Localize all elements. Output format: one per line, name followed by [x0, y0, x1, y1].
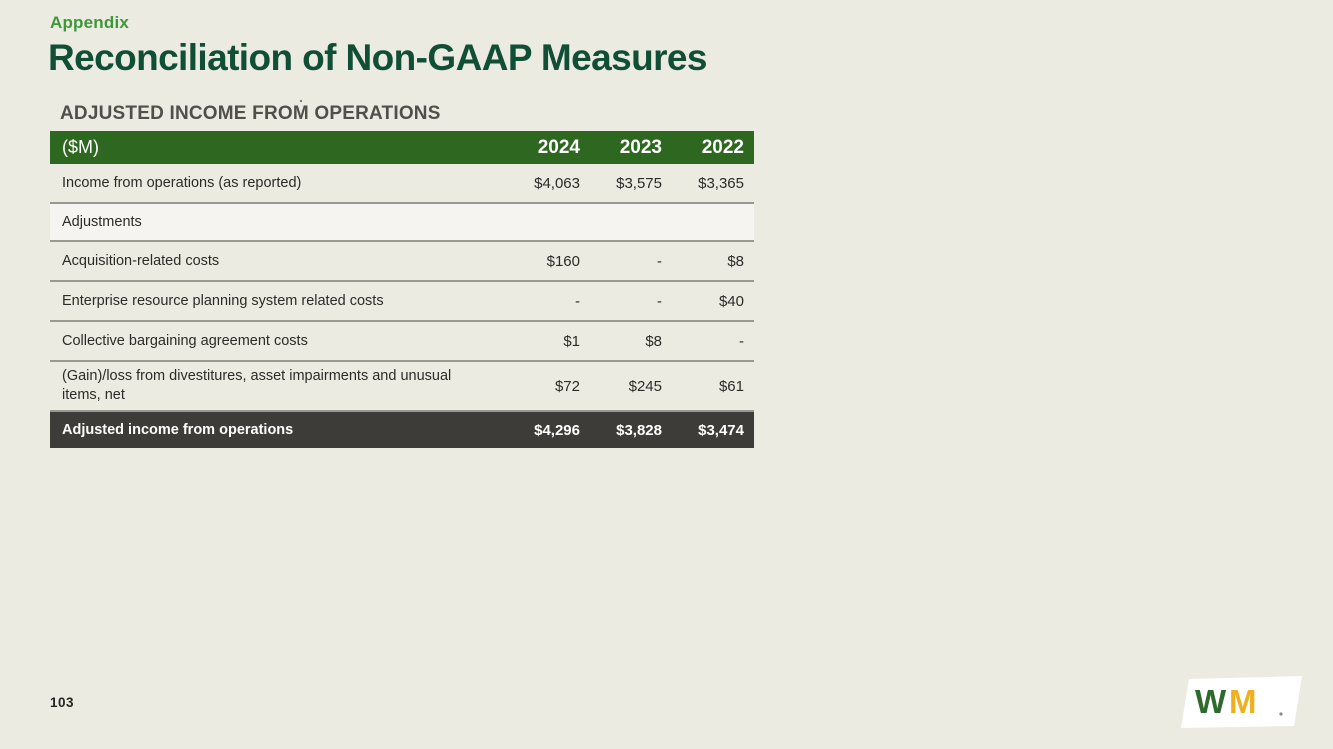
table-body: Income from operations (as reported) $4,0…	[50, 164, 754, 449]
row-label: Acquisition-related costs	[62, 252, 220, 269]
row-label: Collective bargaining agreement costs	[62, 332, 308, 349]
cell-2023: $3,828	[616, 421, 662, 439]
cell-2022: $8	[727, 252, 744, 270]
logo-trademark-dot	[1279, 712, 1283, 716]
reconciliation-table: ($M) 2024 2023 2022 Income from operatio…	[50, 131, 754, 449]
cell-2023: $3,575	[616, 174, 662, 192]
table-row: Collective bargaining agreement costs $1 $…	[50, 322, 754, 363]
cell-2022: $3,474	[698, 421, 744, 439]
cell-2024: $4,063	[534, 174, 580, 192]
logo-letter-m: M	[1229, 683, 1257, 720]
table-row: (Gain)/loss from divestitures, asset imp…	[50, 362, 754, 413]
cell-2022: -	[739, 332, 744, 350]
table-row: Income from operations (as reported) $4,0…	[50, 164, 754, 205]
column-header-2024: 2024	[537, 136, 580, 158]
table-row: Adjustments	[50, 204, 754, 243]
table-header-row: ($M) 2024 2023 2022	[50, 131, 754, 165]
row-label: Adjustments	[62, 213, 142, 230]
table-row: Enterprise resource planning system rela…	[50, 282, 754, 323]
appendix-label: Appendix	[50, 13, 130, 32]
row-label: Adjusted income from operations	[62, 421, 294, 438]
row-label: Income from operations (as reported)	[62, 174, 302, 191]
cell-2023: $245	[628, 377, 662, 395]
cell-2024: $72	[554, 377, 580, 395]
table-row: Acquisition-related costs $160 - $8	[50, 242, 754, 283]
cell-2023: $8	[645, 332, 662, 350]
row-label: Enterprise resource planning system rela…	[62, 292, 384, 309]
table-section-title: ADJUSTED INCOME FROM OPERATIONS	[60, 103, 441, 124]
cell-2024: $160	[546, 252, 580, 270]
cell-2022: $40	[718, 292, 744, 310]
cell-2024: -	[575, 292, 580, 310]
wm-logo-graphic: W M	[1181, 676, 1302, 728]
column-header-2022: 2022	[701, 136, 744, 158]
cell-2022: $61	[718, 377, 744, 395]
logo-letter-w: W	[1195, 683, 1227, 720]
cell-2024: $1	[563, 332, 580, 350]
stray-dot-artifact	[300, 100, 302, 102]
cell-2022: $3,365	[698, 174, 744, 192]
unit-label: ($M)	[62, 137, 99, 157]
page-title: Reconciliation of Non-GAAP Measures	[48, 37, 707, 78]
cell-2023: -	[657, 292, 662, 310]
logo-parallelogram	[1181, 676, 1302, 728]
page-number: 103	[50, 695, 75, 710]
wm-logo: W M	[1178, 670, 1312, 738]
cell-2023: -	[657, 252, 662, 270]
column-header-2023: 2023	[619, 136, 662, 158]
row-label: (Gain)/loss from divestitures, asset imp…	[62, 368, 452, 404]
cell-2024: $4,296	[534, 421, 580, 439]
table-row: Adjusted income from operations $4,296 $3,…	[50, 412, 754, 449]
